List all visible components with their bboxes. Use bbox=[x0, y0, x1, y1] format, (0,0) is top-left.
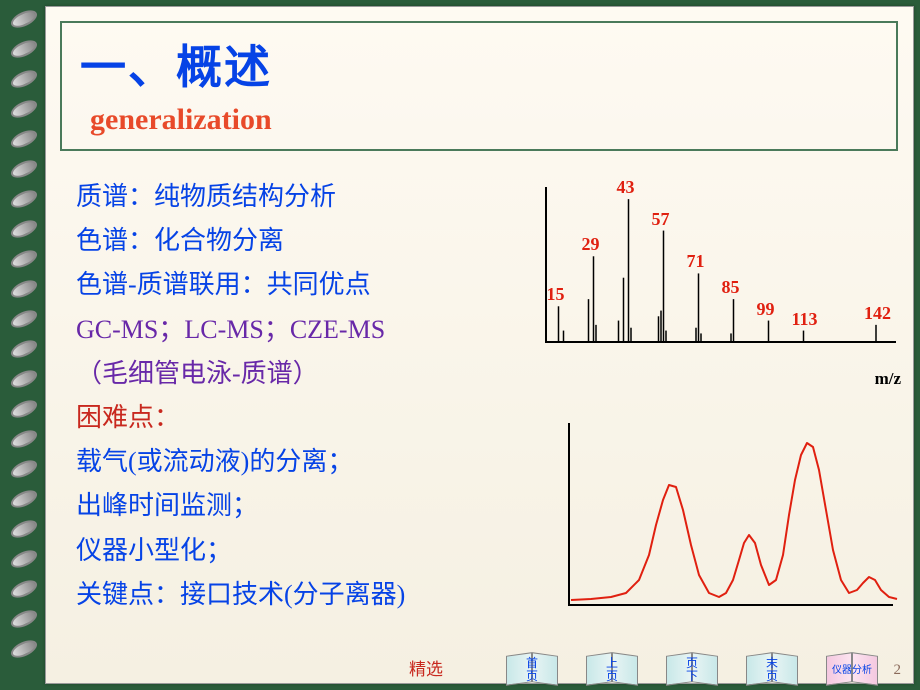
peak-label: 15 bbox=[547, 284, 565, 305]
nav-label: 上 页 bbox=[576, 657, 648, 683]
peak-label: 113 bbox=[792, 309, 818, 330]
peak-label: 71 bbox=[687, 251, 705, 272]
content-line: 质谱：纯物质结构分析 bbox=[76, 175, 506, 219]
title-box: 一、概述 generalization bbox=[60, 21, 898, 151]
nav-analysis-button[interactable]: 仪器分析 bbox=[816, 650, 888, 690]
content-line: 载气(或流动液)的分离； bbox=[76, 440, 506, 484]
title-sub: generalization bbox=[62, 97, 896, 137]
spiral-binding bbox=[10, 12, 40, 672]
content-line: 色谱：化合物分离 bbox=[76, 219, 506, 263]
nav-bar: 首 页 上 页 页 下 末 页 仪器分析 bbox=[496, 650, 888, 690]
nav-prev-button[interactable]: 上 页 bbox=[576, 650, 648, 690]
peak-label: 29 bbox=[582, 234, 600, 255]
chromatogram-chart bbox=[561, 415, 901, 615]
spectrum-svg bbox=[541, 182, 901, 347]
nav-label: 首 页 bbox=[496, 657, 568, 683]
chromatogram-svg bbox=[561, 415, 901, 615]
peak-label: 57 bbox=[652, 209, 670, 230]
nav-last-button[interactable]: 末 页 bbox=[736, 650, 808, 690]
slide: 一、概述 generalization 质谱：纯物质结构分析 色谱：化合物分离 … bbox=[45, 6, 914, 684]
nav-label: 末 页 bbox=[736, 657, 808, 683]
nav-label: 页 下 bbox=[656, 657, 728, 683]
peak-label: 142 bbox=[864, 303, 891, 324]
content-line: 出峰时间监测； bbox=[76, 484, 506, 528]
page-number: 2 bbox=[894, 662, 902, 679]
content-line: （毛细管电泳-质谱） bbox=[76, 352, 506, 396]
peak-label: 99 bbox=[757, 299, 775, 320]
axis-label-mz: m/z bbox=[875, 369, 901, 389]
nav-next-button[interactable]: 页 下 bbox=[656, 650, 728, 690]
content-line: 关键点：接口技术(分子离器) bbox=[76, 573, 506, 617]
content-line: 仪器小型化； bbox=[76, 529, 506, 573]
peak-label: 85 bbox=[722, 277, 740, 298]
mass-spectrum-chart: 15294357718599113142 m/z bbox=[541, 182, 901, 367]
content-line: GC-MS；LC-MS；CZE-MS bbox=[76, 308, 506, 352]
footer-label: 精选 bbox=[409, 655, 443, 680]
title-main: 一、概述 bbox=[62, 23, 896, 97]
content-line: 色谱-质谱联用：共同优点 bbox=[76, 263, 506, 307]
nav-label: 仪器分析 bbox=[816, 665, 888, 676]
content-text: 质谱：纯物质结构分析 色谱：化合物分离 色谱-质谱联用：共同优点 GC-MS；L… bbox=[76, 175, 506, 617]
nav-home-button[interactable]: 首 页 bbox=[496, 650, 568, 690]
peak-label: 43 bbox=[617, 177, 635, 198]
content-line: 困难点： bbox=[76, 396, 506, 440]
